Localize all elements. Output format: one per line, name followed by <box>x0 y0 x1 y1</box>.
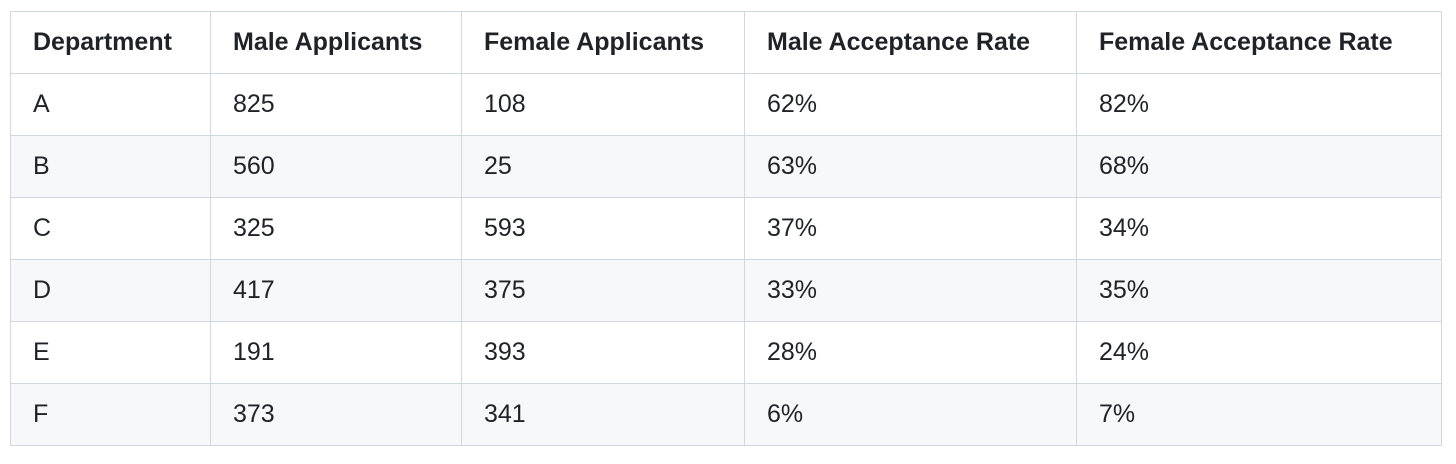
column-header-female-acceptance-rate: Female Acceptance Rate <box>1076 11 1442 74</box>
cell-female-applicants: 108 <box>461 73 745 136</box>
cell-female-acceptance-rate: 82% <box>1076 73 1442 136</box>
column-header-male-applicants: Male Applicants <box>210 11 462 74</box>
cell-department: D <box>10 259 211 322</box>
cell-male-applicants: 325 <box>210 197 462 260</box>
table-body: A 825 108 62% 82% B 560 25 63% 68% C 325… <box>10 73 1442 446</box>
cell-male-applicants: 560 <box>210 135 462 198</box>
admissions-table: Department Male Applicants Female Applic… <box>10 11 1442 446</box>
cell-male-applicants: 825 <box>210 73 462 136</box>
header-row: Department Male Applicants Female Applic… <box>10 11 1442 74</box>
cell-department: C <box>10 197 211 260</box>
cell-male-acceptance-rate: 37% <box>744 197 1077 260</box>
cell-female-acceptance-rate: 35% <box>1076 259 1442 322</box>
table-row: B 560 25 63% 68% <box>10 135 1442 198</box>
column-header-male-acceptance-rate: Male Acceptance Rate <box>744 11 1077 74</box>
table-row: D 417 375 33% 35% <box>10 259 1442 322</box>
cell-department: F <box>10 383 211 446</box>
cell-female-acceptance-rate: 24% <box>1076 321 1442 384</box>
column-header-female-applicants: Female Applicants <box>461 11 745 74</box>
table-row: C 325 593 37% 34% <box>10 197 1442 260</box>
cell-female-applicants: 25 <box>461 135 745 198</box>
cell-department: E <box>10 321 211 384</box>
cell-male-applicants: 191 <box>210 321 462 384</box>
cell-male-applicants: 373 <box>210 383 462 446</box>
cell-female-acceptance-rate: 7% <box>1076 383 1442 446</box>
cell-department: B <box>10 135 211 198</box>
cell-female-applicants: 341 <box>461 383 745 446</box>
table-row: E 191 393 28% 24% <box>10 321 1442 384</box>
data-table-container: Department Male Applicants Female Applic… <box>10 11 1442 446</box>
cell-female-acceptance-rate: 34% <box>1076 197 1442 260</box>
cell-female-applicants: 393 <box>461 321 745 384</box>
cell-female-applicants: 375 <box>461 259 745 322</box>
cell-female-acceptance-rate: 68% <box>1076 135 1442 198</box>
cell-male-applicants: 417 <box>210 259 462 322</box>
cell-female-applicants: 593 <box>461 197 745 260</box>
cell-department: A <box>10 73 211 136</box>
cell-male-acceptance-rate: 6% <box>744 383 1077 446</box>
table-row: F 373 341 6% 7% <box>10 383 1442 446</box>
column-header-department: Department <box>10 11 211 74</box>
cell-male-acceptance-rate: 62% <box>744 73 1077 136</box>
cell-male-acceptance-rate: 33% <box>744 259 1077 322</box>
table-row: A 825 108 62% 82% <box>10 73 1442 136</box>
table-header: Department Male Applicants Female Applic… <box>10 11 1442 74</box>
cell-male-acceptance-rate: 63% <box>744 135 1077 198</box>
cell-male-acceptance-rate: 28% <box>744 321 1077 384</box>
